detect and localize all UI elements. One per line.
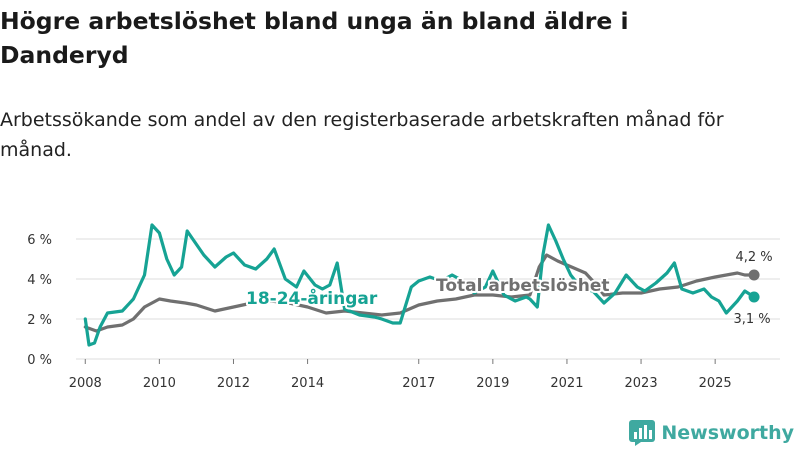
y-tick-label: 4 % [27,273,52,288]
x-tick-label: 2010 [143,376,176,391]
bar-chart-logo-icon [629,420,656,446]
series-label-youth: 18-24-åringar [246,287,378,309]
x-tick-label: 2008 [69,376,102,391]
end-point-total [748,269,760,281]
series-line-total [83,253,756,333]
x-tick-label: 2025 [699,376,732,391]
series-line-youth [83,223,756,347]
series-lines [83,223,760,347]
chart-subtitle: Arbetssökande som andel av den registerb… [0,109,724,161]
x-tick-label: 2017 [402,376,435,391]
y-tick-label: 2 % [27,313,52,328]
y-tick-label: 0 % [27,353,52,368]
newsworthy-brand-name: Newsworthy [661,422,794,444]
series-label-total: Total arbetslöshet [436,276,610,296]
newsworthy-logo: Newsworthy [629,420,794,446]
axes: 0 % 2 % 4 % 6 % 2008 2010 2012 2014 2017 2019 2021… [27,233,731,391]
end-label-youth: 3,1 % [733,312,770,327]
end-label-total: 4,2 % [735,250,772,265]
x-tick-label: 2014 [291,376,324,391]
y-tick-label: 6 % [27,233,52,248]
end-point-youth [748,291,760,303]
x-tick-label: 2021 [550,376,583,391]
x-tick-label: 2023 [625,376,658,391]
chart-title: Högre arbetslöshet bland unga än bland ä… [0,7,629,69]
x-tick-label: 2012 [217,376,250,391]
chart-annotations: 4,2 % 3,1 % 18-24-åringar Total arbetslöshe… [244,250,773,327]
x-tick-label: 2019 [476,376,509,391]
